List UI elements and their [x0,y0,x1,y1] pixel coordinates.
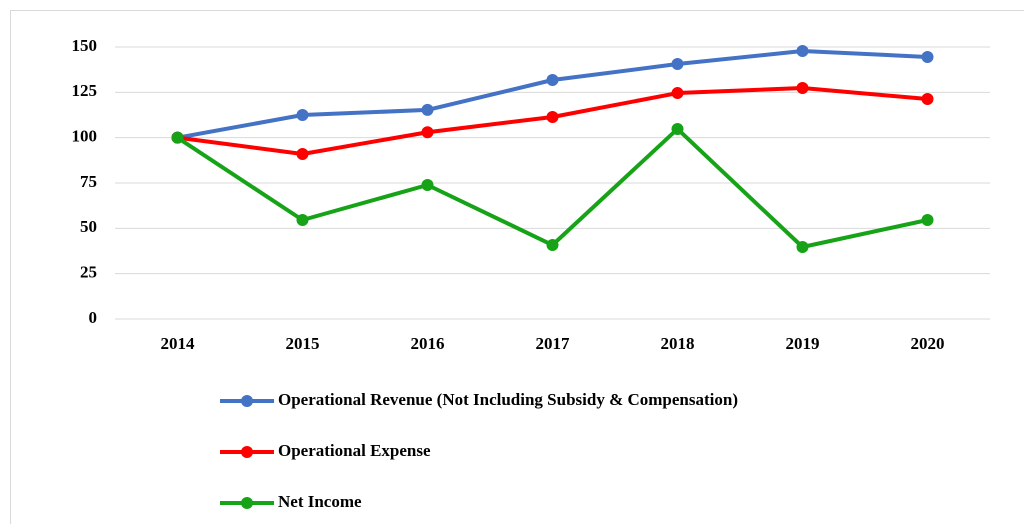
x-tick-label: 2016 [411,334,445,353]
y-tick-label: 125 [72,81,98,100]
point [796,44,809,57]
point [546,239,559,252]
point [296,109,309,121]
point [546,74,559,87]
legend-marker [241,395,253,407]
x-tick-label: 2017 [536,334,571,353]
legend-marker [241,446,253,458]
legend-marker [241,497,253,509]
point [796,241,809,254]
y-tick-label: 150 [72,36,98,55]
x-tick-label: 2018 [661,334,695,353]
point [171,131,184,144]
point [671,122,684,135]
point [546,110,559,123]
point [921,213,934,226]
y-tick-label: 25 [80,263,97,282]
y-tick-label: 100 [72,127,98,146]
legend-label: Operational Expense [278,441,431,460]
point [421,178,434,191]
legend-label: Net Income [278,492,362,511]
x-tick-label: 2015 [286,334,320,353]
point [421,103,434,116]
point [671,58,684,71]
point [796,81,809,94]
y-tick-label: 50 [80,217,97,236]
point [296,213,309,226]
point [921,93,934,106]
x-tick-label: 2020 [911,334,945,353]
y-tick-label: 0 [89,308,98,327]
chart-frame [10,10,1024,524]
y-tick-label: 75 [80,172,97,191]
point [671,87,684,100]
x-tick-label: 2014 [161,334,196,353]
point [296,147,309,160]
legend-label: Operational Revenue (Not Including Subsi… [278,390,738,409]
point [421,126,434,139]
point [921,50,934,63]
x-tick-label: 2019 [786,334,820,353]
